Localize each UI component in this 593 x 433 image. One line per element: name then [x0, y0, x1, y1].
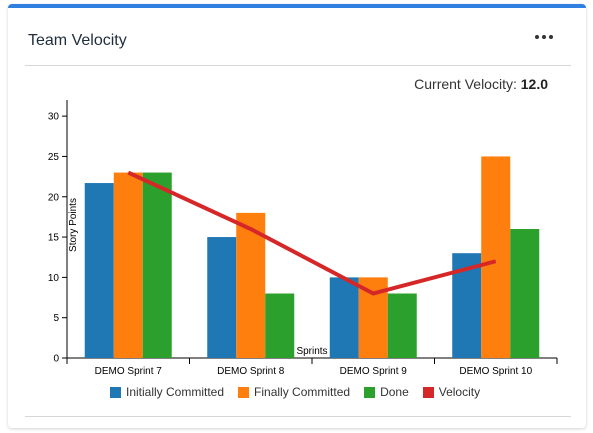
- legend-item-done[interactable]: Done: [364, 385, 409, 399]
- y-tick-label: 20: [48, 192, 60, 203]
- y-tick-label: 15: [48, 233, 60, 244]
- y-tick-label: 5: [53, 313, 59, 324]
- legend-item-initially-committed[interactable]: Initially Committed: [110, 385, 224, 399]
- bar-initially-committed: [207, 237, 237, 358]
- velocity-line: [127, 170, 497, 296]
- y-tick-label: 25: [48, 152, 60, 163]
- current-velocity: Current Velocity: 12.0: [414, 76, 548, 92]
- legend-label: Velocity: [438, 385, 481, 399]
- chart-legend: Initially Committed Finally Committed Done…: [110, 385, 480, 399]
- bar-done: [265, 293, 295, 358]
- current-velocity-value: 12.0: [520, 76, 548, 92]
- legend-swatch: [238, 386, 250, 398]
- y-tick-label: 10: [48, 273, 60, 284]
- x-axis-label: Sprints: [296, 346, 327, 357]
- legend-swatch: [364, 386, 376, 398]
- menu-dot: [535, 35, 539, 39]
- bar-finally-committed: [481, 156, 511, 358]
- x-tick-label: DEMO Sprint 8: [217, 366, 285, 377]
- bar-initially-committed: [329, 277, 359, 358]
- bar-finally-committed: [236, 212, 266, 358]
- bar-done: [387, 293, 417, 358]
- legend-item-velocity[interactable]: Velocity: [422, 385, 481, 399]
- menu-dot: [542, 35, 546, 39]
- legend-label: Initially Committed: [126, 385, 225, 399]
- legend-label: Finally Committed: [254, 385, 351, 399]
- y-axis-label: Story Points: [68, 198, 79, 252]
- widget-title: Team Velocity: [28, 32, 127, 49]
- current-velocity-label: Current Velocity:: [414, 76, 517, 92]
- x-tick-label: DEMO Sprint 9: [340, 366, 408, 377]
- bar-initially-committed: [84, 183, 114, 358]
- legend-label: Done: [380, 385, 409, 399]
- y-tick-label: 0: [53, 354, 59, 365]
- more-horizontal-icon[interactable]: [533, 28, 555, 46]
- bar-done: [142, 172, 172, 358]
- x-tick-label: DEMO Sprint 7: [95, 366, 163, 377]
- y-tick-label: 30: [48, 112, 60, 123]
- legend-item-finally-committed[interactable]: Finally Committed: [238, 385, 350, 399]
- bar-done: [510, 229, 540, 358]
- footer-divider: [25, 416, 571, 417]
- legend-swatch: [422, 386, 434, 398]
- legend-swatch: [110, 386, 121, 398]
- bar-finally-committed: [113, 172, 143, 358]
- x-tick-label: DEMO Sprint 10: [459, 366, 532, 377]
- menu-dot: [549, 35, 553, 39]
- header-divider: [25, 65, 571, 66]
